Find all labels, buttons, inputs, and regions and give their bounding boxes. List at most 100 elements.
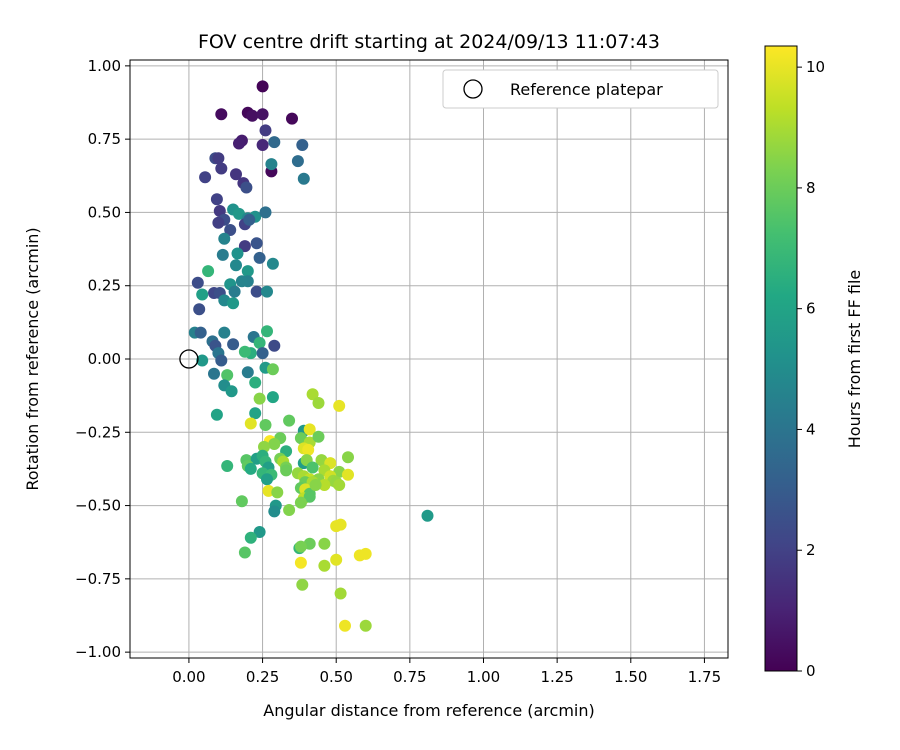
colorbar: 0 2 4 6 8 10 Hours from first FF file bbox=[764, 45, 864, 680]
scatter-point bbox=[238, 345, 251, 358]
scatter-point bbox=[241, 366, 254, 379]
x-tick-label: 1.50 bbox=[614, 668, 647, 686]
y-tick-label: 0.75 bbox=[88, 130, 121, 148]
scatter-point bbox=[238, 240, 251, 253]
scatter-point bbox=[233, 137, 245, 150]
data-points bbox=[188, 80, 434, 632]
scatter-point bbox=[210, 193, 223, 206]
scatter-point bbox=[312, 397, 325, 409]
scatter-point bbox=[294, 496, 307, 509]
scatter-point bbox=[261, 325, 273, 338]
scatter-point bbox=[283, 414, 296, 427]
scatter-point bbox=[196, 354, 209, 367]
scatter-point bbox=[359, 547, 372, 560]
scatter-point bbox=[268, 136, 281, 149]
x-axis-label: Angular distance from reference (arcmin) bbox=[263, 701, 594, 720]
colorbar-tick-label: 10 bbox=[806, 58, 825, 76]
x-tick-label: 0.00 bbox=[172, 668, 205, 686]
x-tick-label: 0.25 bbox=[246, 668, 279, 686]
scatter-point bbox=[202, 265, 215, 278]
scatter-point bbox=[246, 109, 259, 122]
y-axis-ticks: 1.00 0.75 0.50 0.25 0.00 −0.25 −0.50 −0.75 −1.00 bbox=[75, 57, 130, 661]
scatter-point bbox=[297, 172, 310, 185]
scatter-point bbox=[268, 339, 281, 352]
legend-box bbox=[442, 69, 719, 109]
scatter-point bbox=[215, 354, 228, 367]
scatter-point bbox=[235, 275, 248, 288]
scatter-point bbox=[253, 251, 266, 264]
scatter-point bbox=[218, 326, 231, 339]
scatter-point bbox=[296, 139, 309, 151]
scatter-point bbox=[268, 438, 281, 450]
scatter-point bbox=[240, 181, 253, 194]
scatter-point bbox=[199, 171, 212, 184]
scatter-point bbox=[318, 537, 331, 550]
scatter-point bbox=[266, 363, 279, 376]
colorbar-tick-label: 0 bbox=[806, 662, 816, 680]
scatter-point bbox=[266, 391, 279, 404]
scatter-point bbox=[212, 216, 225, 229]
chart-title: FOV centre drift starting at 2024/09/13 … bbox=[198, 31, 660, 53]
y-tick-label: 0.50 bbox=[88, 203, 121, 221]
y-tick-label: 0.00 bbox=[88, 350, 121, 368]
x-tick-label: 1.75 bbox=[688, 668, 721, 686]
scatter-point bbox=[306, 388, 319, 401]
legend-label: Reference platepar bbox=[510, 80, 663, 99]
colorbar-tick-label: 2 bbox=[806, 541, 816, 559]
scatter-point bbox=[259, 419, 272, 431]
scatter-point bbox=[296, 578, 309, 591]
scatter-point bbox=[294, 556, 307, 569]
scatter-point bbox=[259, 206, 272, 219]
scatter-point bbox=[249, 407, 262, 420]
scatter-point bbox=[210, 408, 223, 421]
x-tick-label: 0.50 bbox=[320, 668, 353, 686]
reference-marker bbox=[179, 349, 199, 369]
scatter-point bbox=[294, 540, 307, 553]
colorbar-ticks: 0 2 4 6 8 10 bbox=[797, 58, 825, 680]
scatter-point bbox=[221, 369, 234, 382]
scatter-point bbox=[268, 505, 281, 518]
y-tick-label: 0.25 bbox=[88, 277, 121, 295]
scatter-point bbox=[227, 338, 240, 351]
scatter-point bbox=[212, 152, 225, 165]
colorbar-tick-label: 8 bbox=[806, 179, 816, 197]
colorbar-label: Hours from first FF file bbox=[845, 270, 864, 449]
scatter-point bbox=[249, 376, 262, 389]
scatter-point bbox=[253, 526, 266, 538]
scatter-point bbox=[208, 367, 220, 380]
scatter-point bbox=[266, 257, 279, 270]
scatter-point bbox=[244, 417, 257, 430]
scatter-point bbox=[256, 139, 269, 151]
scatter-point bbox=[286, 112, 298, 125]
scatter-point bbox=[230, 168, 242, 181]
y-axis-label: Rotation from reference (arcmin) bbox=[23, 227, 42, 490]
scatter-point bbox=[216, 248, 229, 261]
y-tick-label: −0.50 bbox=[75, 497, 121, 515]
scatter-point bbox=[280, 464, 293, 477]
scatter-point bbox=[194, 326, 207, 339]
scatter-point bbox=[334, 587, 347, 600]
y-tick-label: −1.00 bbox=[75, 643, 121, 661]
legend-marker bbox=[463, 79, 483, 99]
y-tick-label: 1.00 bbox=[88, 57, 121, 75]
scatter-point bbox=[227, 297, 240, 310]
scatter-point bbox=[291, 155, 304, 168]
scatter-point bbox=[303, 423, 316, 436]
scatter-point bbox=[342, 451, 354, 464]
scatter-point bbox=[256, 80, 269, 93]
scatter-point bbox=[359, 619, 372, 632]
scatter-point bbox=[258, 440, 270, 453]
scatter-point bbox=[238, 546, 251, 559]
y-tick-label: −0.25 bbox=[75, 423, 121, 441]
legend: Reference platepar bbox=[442, 69, 719, 109]
scatter-point bbox=[421, 509, 434, 522]
x-axis-ticks: 0.00 0.25 0.50 0.75 1.00 1.25 1.50 1.75 bbox=[172, 658, 721, 686]
scatter-point bbox=[339, 619, 351, 632]
x-tick-label: 1.25 bbox=[540, 668, 573, 686]
scatter-point bbox=[342, 468, 354, 481]
scatter-point bbox=[256, 108, 269, 121]
x-tick-label: 1.00 bbox=[467, 668, 500, 686]
scatter-point bbox=[191, 276, 204, 289]
scatter-point bbox=[215, 108, 228, 121]
